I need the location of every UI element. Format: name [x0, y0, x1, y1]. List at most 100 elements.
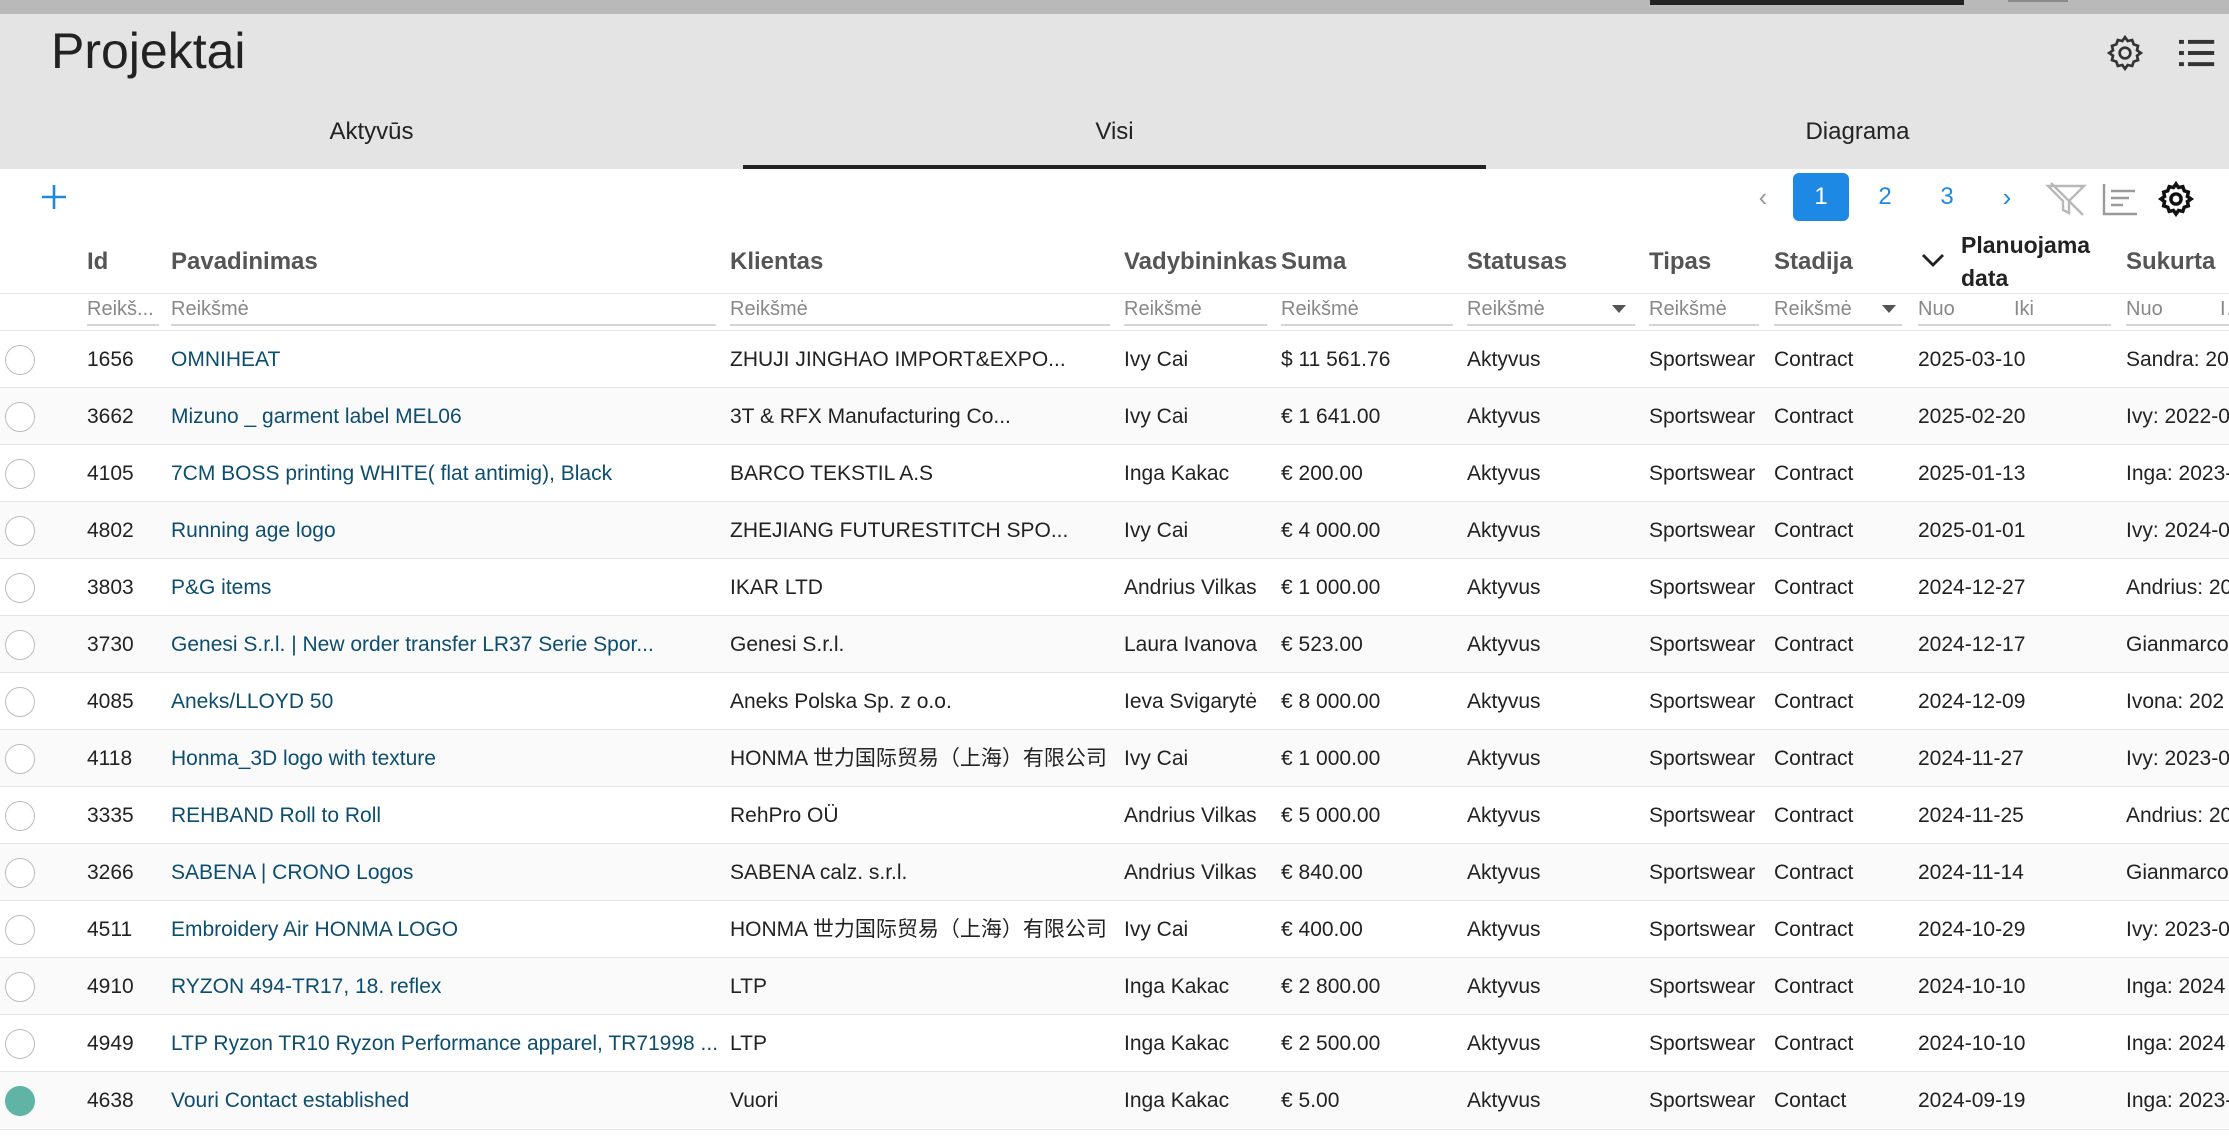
column-header-created[interactable]: Sukurta: [2126, 248, 2216, 275]
row-select-radio[interactable]: [5, 744, 35, 774]
cell-status: Aktyvus: [1467, 918, 1541, 941]
cell-stage: Contract: [1774, 690, 1854, 713]
cell-name[interactable]: Aneks/LLOYD 50: [171, 690, 334, 713]
filter-manager-input[interactable]: Reikšmė: [1124, 298, 1267, 326]
cell-name[interactable]: 7CM BOSS printing WHITE( flat antimig), …: [171, 462, 613, 485]
cell-client: LTP: [730, 1032, 767, 1055]
table-row[interactable]: 3803 P&G items IKAR LTD Andrius Vilkas € 1 0…: [0, 558, 2229, 615]
cell-name[interactable]: REHBAND Roll to Roll: [171, 804, 382, 827]
table-row[interactable]: 4638 Vouri Contact established Vuori Inga K…: [0, 1071, 2229, 1128]
cell-client: ZHEJIANG FUTURESTITCH SPO...: [730, 519, 1069, 542]
row-select-radio[interactable]: [5, 915, 35, 945]
row-select-radio[interactable]: [5, 573, 35, 603]
cell-sum: € 1 641.00: [1281, 405, 1381, 428]
cell-type: Sportswear: [1649, 1089, 1756, 1112]
column-header-name[interactable]: Pavadinimas: [171, 248, 318, 275]
filter-created-to[interactable]: Iki: [2220, 298, 2229, 320]
cell-sum: € 8 000.00: [1281, 690, 1381, 713]
filter-planned-to[interactable]: Iki: [2014, 298, 2034, 320]
clear-filter-icon[interactable]: [2044, 177, 2088, 221]
cell-name[interactable]: Honma_3D logo with texture: [171, 747, 436, 770]
cell-client: HONMA 世力国际贸易（上海）有限公司: [730, 747, 1107, 770]
pagination-prev-button[interactable]: ‹: [1758, 181, 1768, 212]
filter-name-input[interactable]: Reikšmė: [171, 298, 716, 326]
row-select-radio[interactable]: [5, 801, 35, 831]
column-header-sum[interactable]: Suma: [1281, 248, 1347, 275]
cell-status: Aktyvus: [1467, 348, 1541, 371]
stage-dropdown-arrow-icon[interactable]: [1882, 305, 1896, 313]
cell-name[interactable]: SABENA | CRONO Logos: [171, 861, 414, 884]
filter-planned-from[interactable]: Nuo: [1918, 298, 1955, 320]
pagination-page-3[interactable]: 3: [1940, 183, 1954, 210]
sort-lines-icon[interactable]: [2098, 177, 2142, 221]
row-select-radio[interactable]: [5, 1086, 35, 1116]
filter-status-select[interactable]: Reikšmė: [1467, 298, 1635, 326]
row-select-radio[interactable]: [5, 402, 35, 432]
column-header-planned-date[interactable]: Planuojama data: [1961, 232, 2091, 291]
cell-created: Gianmarco: [2126, 861, 2229, 884]
cell-name[interactable]: OMNIHEAT: [171, 348, 281, 371]
cell-name[interactable]: P&G items: [171, 576, 272, 599]
plus-icon: [42, 185, 66, 209]
cell-created: Andrius: 20: [2126, 576, 2229, 599]
sort-desc-chevron-icon[interactable]: [1918, 245, 1948, 275]
row-select-radio[interactable]: [5, 687, 35, 717]
column-header-client[interactable]: Klientas: [730, 248, 824, 275]
table-row[interactable]: 3730 Genesi S.r.l. | New order transfer L…: [0, 615, 2229, 672]
row-select-radio[interactable]: [5, 345, 35, 375]
tab-all[interactable]: Visi: [743, 94, 1486, 169]
filter-stage-select[interactable]: Reikšmė: [1774, 298, 1902, 326]
cell-name[interactable]: RYZON 494-TR17, 18. reflex: [171, 975, 442, 998]
table-row[interactable]: 4105 7CM BOSS printing WHITE( flat antimi…: [0, 444, 2229, 501]
pagination-next-button[interactable]: ›: [2002, 181, 2012, 212]
list-view-icon[interactable]: [2172, 28, 2222, 78]
add-project-button[interactable]: [34, 177, 74, 217]
column-header-type[interactable]: Tipas: [1649, 248, 1712, 275]
cell-stage: Contract: [1774, 918, 1854, 941]
filter-id-input[interactable]: Reikš...: [87, 298, 159, 326]
row-select-radio[interactable]: [5, 630, 35, 660]
column-header-status[interactable]: Statusas: [1467, 248, 1568, 275]
table-row[interactable]: 1656 OMNIHEAT ZHUJI JINGHAO IMPORT&EXPO...…: [0, 330, 2229, 387]
pagination-page-2[interactable]: 2: [1878, 183, 1892, 210]
column-header-manager[interactable]: Vadybininkas: [1124, 248, 1278, 275]
status-dropdown-arrow-icon[interactable]: [1612, 305, 1626, 313]
row-select-radio[interactable]: [5, 858, 35, 888]
table-row[interactable]: 4910 RYZON 494-TR17, 18. reflex LTP Inga Ka…: [0, 957, 2229, 1014]
cell-name[interactable]: Vouri Contact established: [171, 1089, 410, 1112]
cell-name[interactable]: Mizuno _ garment label MEL06: [171, 405, 462, 428]
cell-planned-date: 2024-12-27: [1918, 576, 2026, 599]
table-row[interactable]: 4802 Running age logo ZHEJIANG FUTURESTITC…: [0, 501, 2229, 558]
table-row[interactable]: 4085 Aneks/LLOYD 50 Aneks Polska Sp. z o.o…: [0, 672, 2229, 729]
table-row[interactable]: 3266 SABENA | CRONO Logos SABENA calz. s.r…: [0, 843, 2229, 900]
row-select-radio[interactable]: [5, 459, 35, 489]
settings-gear-icon[interactable]: [2100, 28, 2150, 78]
table-row[interactable]: 4511 Embroidery Air HONMA LOGO HONMA 世力国际贸…: [0, 900, 2229, 957]
table-settings-gear-icon[interactable]: [2154, 177, 2198, 221]
filter-created-from[interactable]: Nuo: [2126, 298, 2163, 320]
cell-manager: Inga Kakac: [1124, 1032, 1230, 1055]
table-row[interactable]: 3335 REHBAND Roll to Roll RehPro OÜ Andrius…: [0, 786, 2229, 843]
cell-type: Sportswear: [1649, 975, 1756, 998]
tab-diagram[interactable]: Diagrama: [1486, 94, 2229, 169]
pagination-page-1[interactable]: 1: [1793, 173, 1849, 221]
row-select-radio[interactable]: [5, 1029, 35, 1059]
cell-created: Sandra: 20: [2126, 348, 2229, 371]
column-header-stage[interactable]: Stadija: [1774, 248, 1853, 275]
table-row[interactable]: 4118 Honma_3D logo with texture HONMA 世力国际…: [0, 729, 2229, 786]
table-toolbar: ‹ 1 2 3 ›: [0, 169, 2229, 231]
row-select-radio[interactable]: [5, 516, 35, 546]
tab-active[interactable]: Aktyvūs: [0, 94, 743, 169]
cell-name[interactable]: Running age logo: [171, 519, 336, 542]
filter-client-input[interactable]: Reikšmė: [730, 298, 1110, 326]
table-row[interactable]: 3662 Mizuno _ garment label MEL06 3T & RFX…: [0, 387, 2229, 444]
filter-type-input[interactable]: Reikšmė: [1649, 298, 1759, 326]
cell-name[interactable]: Genesi S.r.l. | New order transfer LR37 …: [171, 633, 654, 656]
row-select-radio[interactable]: [5, 972, 35, 1002]
cell-name[interactable]: Embroidery Air HONMA LOGO: [171, 918, 459, 941]
cell-created: Inga: 2024: [2126, 975, 2226, 998]
filter-sum-input[interactable]: Reikšmė: [1281, 298, 1453, 326]
table-row[interactable]: 4949 LTP Ryzon TR10 Ryzon Performance app…: [0, 1014, 2229, 1071]
column-header-id[interactable]: Id: [87, 248, 109, 275]
cell-name[interactable]: LTP Ryzon TR10 Ryzon Performance apparel…: [171, 1032, 719, 1055]
